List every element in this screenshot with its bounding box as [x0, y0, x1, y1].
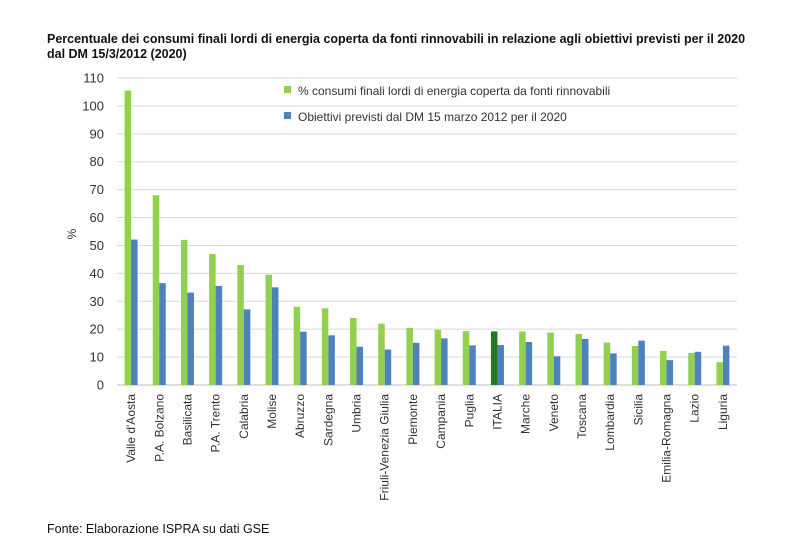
bar-target	[272, 287, 279, 385]
bar-renewables	[237, 264, 244, 385]
bar-target	[553, 356, 561, 385]
x-tick-label: Friuli-Venezia Giulia	[378, 394, 392, 501]
x-axis-labels: Valle d'Aosta P.A. Bolzano Basilicata P.A. …	[124, 394, 730, 501]
bar-renewables	[519, 331, 526, 385]
chart-title-line-2: dal DM 15/3/2012 (2020)	[47, 47, 187, 61]
x-tick-label: Abruzzo	[293, 394, 307, 438]
bar-renewables	[152, 195, 160, 385]
bar-target	[243, 309, 251, 385]
bar-renewables	[293, 306, 301, 385]
bar-target	[694, 351, 702, 385]
x-tick-label: P.A. Bolzano	[152, 394, 166, 462]
legend: % consumi finali lordi di energia copert…	[284, 84, 610, 124]
y-tick-label: 40	[90, 266, 104, 281]
x-tick-label: Lazio	[688, 394, 702, 423]
bar-renewables	[180, 239, 188, 385]
bar-renewables	[321, 308, 329, 385]
bars	[124, 90, 730, 385]
bar-target	[582, 338, 589, 385]
x-tick-label: Sicilia	[631, 394, 645, 426]
bar-renewables	[490, 331, 498, 385]
bar-renewables	[265, 274, 272, 385]
bar-target	[412, 342, 420, 385]
bar-target	[300, 331, 307, 385]
bar-renewables	[462, 331, 470, 385]
legend-label-blue: Obiettivi previsti dal DM 15 marzo 2012 …	[298, 110, 567, 124]
y-tick-label: 70	[90, 182, 104, 197]
x-tick-label: ITALIA	[490, 394, 504, 430]
chart-title-line-1: Percentuale dei consumi finali lordi di …	[47, 32, 746, 46]
y-tick-label: 20	[90, 322, 104, 337]
x-tick-label: Veneto	[547, 394, 561, 432]
chart-container: 0 10 20 30 40 50 60 70 80 90 100 110 Valle d'Aosta P…	[65, 71, 737, 501]
bar-renewables	[209, 253, 216, 385]
bar-target	[131, 239, 138, 385]
legend-label-green: % consumi finali lordi di energia copert…	[298, 84, 610, 98]
x-tick-label: Lombardia	[603, 394, 617, 451]
x-tick-label: Marche	[519, 394, 533, 434]
bar-target	[525, 342, 533, 385]
x-tick-label: Basilicata	[180, 394, 194, 446]
legend-swatch-blue	[284, 112, 291, 119]
bar-target	[328, 335, 335, 385]
x-tick-label: Campania	[434, 394, 448, 449]
x-tick-label: Puglia	[462, 394, 476, 428]
y-axis-label: %	[65, 228, 79, 239]
x-tick-label: Toscana	[575, 394, 589, 439]
y-tick-label: 110	[83, 71, 104, 86]
bar-renewables	[660, 350, 667, 385]
bar-target	[187, 292, 194, 385]
source-note: Fonte: Elaborazione ISPRA su dati GSE	[47, 522, 270, 536]
bar-target	[610, 353, 617, 385]
bar-target	[384, 349, 392, 385]
bar-renewables	[406, 327, 413, 385]
bar-renewables	[124, 90, 132, 385]
y-tick-label: 90	[90, 126, 104, 141]
x-tick-label: Emilia-Romagna	[660, 394, 674, 483]
bar-renewables	[378, 323, 385, 385]
bar-renewables	[575, 333, 582, 385]
bar-renewables	[547, 332, 554, 385]
bar-target	[638, 340, 645, 385]
y-tick-label: 60	[90, 210, 104, 225]
x-tick-label: Molise	[265, 394, 279, 429]
bar-target	[666, 360, 674, 385]
bar-target	[441, 338, 448, 385]
chart-title: Percentuale dei consumi finali lordi di …	[47, 32, 767, 62]
y-tick-label: 0	[97, 378, 104, 393]
x-tick-label: Umbria	[350, 394, 364, 433]
bar-target	[497, 345, 504, 385]
x-tick-label: Liguria	[716, 394, 730, 430]
y-tick-label: 30	[90, 294, 104, 309]
bar-renewables	[716, 362, 723, 385]
bar-renewables	[631, 345, 639, 385]
bar-target	[722, 345, 730, 385]
x-tick-label: Sardegna	[321, 394, 335, 446]
y-tick-label: 10	[90, 350, 104, 365]
legend-swatch-green	[284, 86, 291, 93]
y-tick-label: 80	[90, 154, 104, 169]
bar-target	[215, 285, 223, 385]
bar-renewables	[434, 329, 442, 385]
bar-renewables	[350, 318, 357, 385]
y-tick-label: 50	[90, 238, 104, 253]
x-tick-label: P.A. Trento	[209, 394, 223, 453]
bar-renewables	[688, 352, 695, 385]
bar-renewables	[603, 342, 611, 385]
x-tick-label: Piemonte	[406, 394, 420, 445]
bar-chart: 0 10 20 30 40 50 60 70 80 90 100 110 Valle d'Aosta P…	[65, 71, 737, 501]
y-axis-ticks: 0 10 20 30 40 50 60 70 80 90 100 110	[82, 71, 104, 393]
bar-target	[159, 283, 166, 385]
x-tick-label: Valle d'Aosta	[124, 394, 138, 463]
bar-target	[469, 345, 476, 385]
bar-target	[356, 346, 364, 385]
x-tick-label: Calabria	[237, 394, 251, 439]
y-tick-label: 100	[82, 98, 104, 113]
